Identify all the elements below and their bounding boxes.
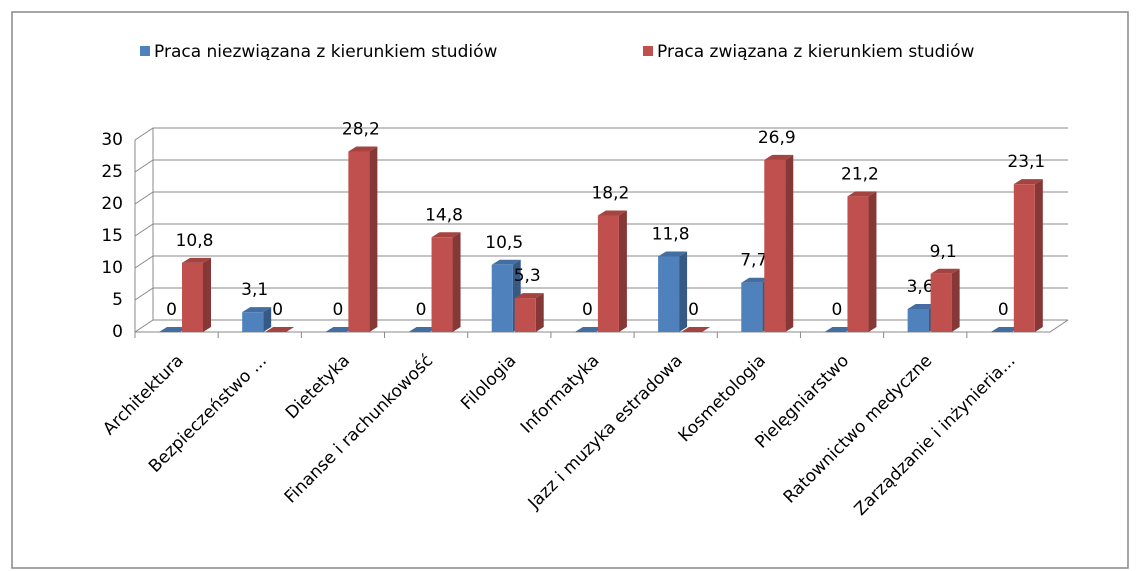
y-tick-label: 20 xyxy=(101,194,123,214)
value-label: 9,1 xyxy=(930,242,957,262)
grid-line xyxy=(134,127,1068,141)
legend-label: Praca związana z kierunkiem studiów xyxy=(657,42,975,62)
bar xyxy=(514,298,536,332)
bar xyxy=(930,273,952,332)
bar-top xyxy=(325,327,355,332)
bar-top xyxy=(741,277,771,283)
value-label: 0 xyxy=(166,300,177,320)
y-tick-label: 30 xyxy=(101,130,123,150)
value-label: 0 xyxy=(332,300,343,320)
bar xyxy=(491,264,513,332)
y-tick-label: 0 xyxy=(112,322,123,342)
bar-side xyxy=(679,251,688,332)
value-label: 10,5 xyxy=(485,233,523,253)
chart-frame xyxy=(11,11,1129,569)
value-label: 0 xyxy=(998,300,1009,320)
y-tick-label: 15 xyxy=(101,226,123,246)
legend-swatch xyxy=(140,46,150,56)
value-label: 26,9 xyxy=(758,128,796,148)
y-tick-label: 10 xyxy=(101,258,123,278)
grid-line xyxy=(134,191,1068,205)
bar-top xyxy=(514,293,544,299)
bar xyxy=(597,215,619,332)
value-label: 3,1 xyxy=(241,280,268,300)
value-label: 21,2 xyxy=(841,164,879,184)
value-label: 28,2 xyxy=(342,120,380,140)
bar xyxy=(741,282,763,332)
bar-top xyxy=(824,327,854,332)
bar xyxy=(431,237,453,332)
y-tick-label: 5 xyxy=(112,290,123,310)
bar-top xyxy=(159,327,188,332)
bar-side xyxy=(263,307,272,332)
value-label: 0 xyxy=(582,300,593,320)
bar xyxy=(764,159,786,332)
bar xyxy=(1013,184,1035,332)
value-label: 0 xyxy=(416,300,427,320)
legend-swatch xyxy=(643,46,653,56)
grid-line xyxy=(134,223,1068,237)
bar-top xyxy=(408,327,438,332)
value-label: 18,2 xyxy=(591,184,629,204)
bar-top xyxy=(990,327,1020,332)
bar xyxy=(847,196,869,332)
bar-side xyxy=(452,232,461,332)
bar-side xyxy=(369,146,378,332)
grid-line xyxy=(134,159,1068,173)
bar xyxy=(658,256,680,332)
value-label: 11,8 xyxy=(652,224,690,244)
value-label: 7,7 xyxy=(740,251,767,271)
bar-top xyxy=(182,257,211,263)
y-tick-label: 25 xyxy=(101,162,123,182)
value-label: 0 xyxy=(688,300,699,320)
bar-top xyxy=(348,146,378,152)
value-label: 3,6 xyxy=(907,277,934,297)
bar xyxy=(348,151,370,332)
bar-side xyxy=(951,268,960,332)
bar-top xyxy=(242,307,272,313)
bar-top xyxy=(431,232,461,238)
bar xyxy=(182,262,203,332)
bar-top xyxy=(574,327,604,332)
grid-line xyxy=(134,255,1068,269)
bar-side xyxy=(785,154,794,332)
value-label: 0 xyxy=(832,300,843,320)
bar-top xyxy=(491,259,521,265)
bar-top xyxy=(764,154,794,160)
bar-top xyxy=(265,327,295,332)
bar-top xyxy=(930,268,960,274)
bar-side xyxy=(1034,179,1043,332)
legend-label: Praca niezwiązana z kierunkiem studiów xyxy=(154,42,497,62)
bar-side xyxy=(868,191,877,332)
bar-top xyxy=(658,251,688,257)
value-label: 23,1 xyxy=(1007,152,1045,172)
bar xyxy=(907,308,929,332)
bar-top xyxy=(907,303,937,309)
bar-side xyxy=(618,210,627,332)
value-label: 0 xyxy=(272,300,283,320)
bar-top xyxy=(1013,179,1043,185)
bar xyxy=(242,312,264,332)
value-label: 14,8 xyxy=(425,205,463,225)
value-label: 5,3 xyxy=(514,266,541,286)
bar-side xyxy=(203,257,211,332)
bar-top xyxy=(597,210,627,216)
bar-side xyxy=(535,293,544,332)
value-label: 10,8 xyxy=(176,231,214,251)
bar-top xyxy=(847,191,877,197)
bar-top xyxy=(681,327,711,332)
